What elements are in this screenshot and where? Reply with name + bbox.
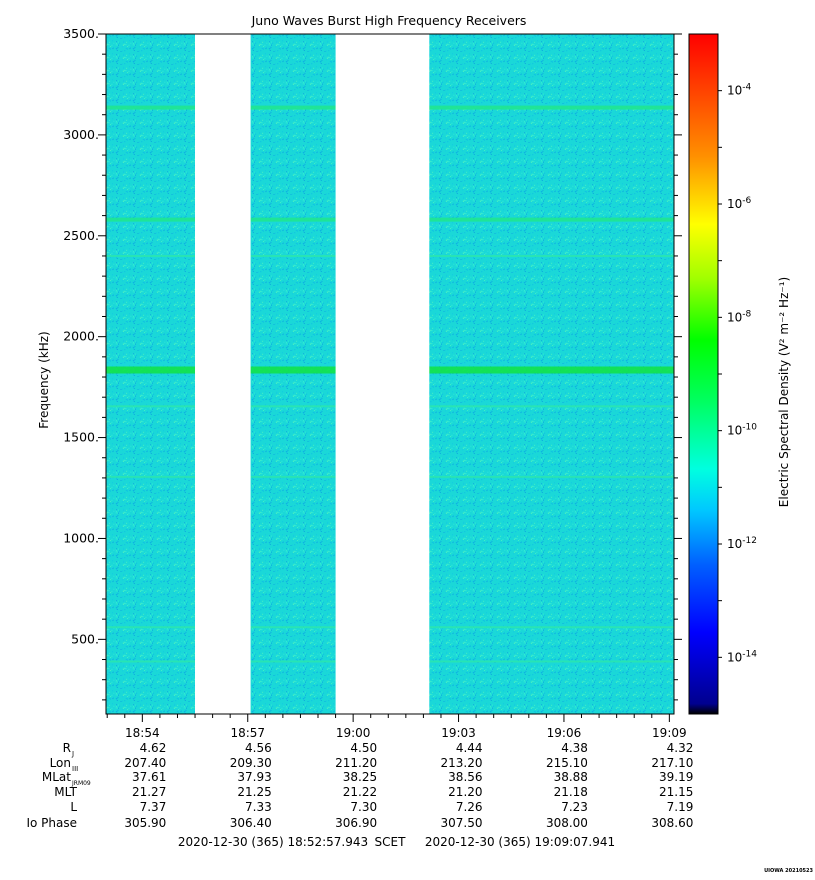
chart-title: Juno Waves Burst High Frequency Receiver… xyxy=(251,13,527,28)
ephemeris-value: 308.00 xyxy=(546,816,588,830)
x-tick-label: 19:03 xyxy=(441,726,476,740)
ephemeris-value: 4.62 xyxy=(140,741,167,755)
ephemeris-value: 211.20 xyxy=(335,756,377,770)
y-axis-label: Frequency (kHz) xyxy=(37,331,51,428)
ephemeris-row-label: Lon xyxy=(50,756,71,770)
colorbar-tick-label: 10-10 xyxy=(727,423,757,438)
colorbar-tick-label: 10-8 xyxy=(727,309,752,324)
x-tick-label: 18:54 xyxy=(125,726,160,740)
ephemeris-value: 215.10 xyxy=(546,756,588,770)
ephemeris-value: 217.10 xyxy=(651,756,693,770)
data-gaps xyxy=(195,34,430,714)
ephemeris-value: 38.88 xyxy=(554,770,588,784)
y-axis: 500. 1000. 1500. 2000. 2500. 3000. 3500. xyxy=(63,26,682,701)
ephemeris-row-label: R xyxy=(63,741,71,755)
ephemeris-value: 209.30 xyxy=(230,756,272,770)
x-tick-label: 19:00 xyxy=(336,726,371,740)
ephemeris-row-subscript: J xyxy=(71,750,74,758)
x-tick-label: 19:09 xyxy=(652,726,687,740)
x-tick-label: 19:06 xyxy=(547,726,582,740)
colorbar xyxy=(688,33,719,715)
y-tick-label: 1000. xyxy=(63,530,99,545)
ephemeris-value: 4.38 xyxy=(561,741,588,755)
plot-frame xyxy=(105,33,675,715)
y-tick-label: 3000. xyxy=(63,127,99,142)
ephemeris-value: 21.25 xyxy=(237,785,271,799)
ephemeris-value: 21.18 xyxy=(554,785,588,799)
ephemeris-value: 7.33 xyxy=(245,800,272,814)
ephemeris-value: 37.61 xyxy=(132,770,166,784)
ephemeris-value: 38.56 xyxy=(448,770,482,784)
y-tick-label: 500. xyxy=(71,631,99,646)
time-start: 2020-12-30 (365) 18:52:57.943 xyxy=(178,835,368,849)
ephemeris-table: R J 4.62 4.56 4.50 4.44 4.38 4.32 Lon III 207.40 20… xyxy=(26,741,693,830)
ephemeris-value: 308.60 xyxy=(651,816,693,830)
y-tick-label: 2000. xyxy=(63,329,99,344)
ephemeris-value: 305.90 xyxy=(124,816,166,830)
ephemeris-value: 21.27 xyxy=(132,785,166,799)
colorbar-tick-label: 10-4 xyxy=(727,83,752,98)
ephemeris-row-subscript: III xyxy=(72,765,78,773)
ephemeris-row-label: Io Phase xyxy=(26,816,77,830)
ephemeris-value: 37.93 xyxy=(237,770,271,784)
ephemeris-value: 21.20 xyxy=(448,785,482,799)
time-end: 2020-12-30 (365) 19:09:07.941 xyxy=(425,835,615,849)
time-scet: SCET xyxy=(375,835,407,849)
x-tick-label: 18:57 xyxy=(230,726,265,740)
ephemeris-value: 307.50 xyxy=(441,816,483,830)
ephemeris-value: 7.19 xyxy=(667,800,694,814)
ephemeris-row-label: MLat xyxy=(42,770,71,784)
ephemeris-value: 21.22 xyxy=(343,785,377,799)
ephemeris-value: 7.37 xyxy=(140,800,167,814)
colorbar-tick-label: 10-12 xyxy=(727,536,757,551)
colorbar-label: Electric Spectral Density (V² m⁻² Hz⁻¹) xyxy=(777,277,791,507)
ephemeris-value: 7.23 xyxy=(561,800,588,814)
ephemeris-value: 4.32 xyxy=(667,741,694,755)
y-tick-label: 1500. xyxy=(63,430,99,445)
ephemeris-value: 7.26 xyxy=(456,800,483,814)
ephemeris-value: 38.25 xyxy=(343,770,377,784)
ephemeris-value: 207.40 xyxy=(124,756,166,770)
ephemeris-value: 4.56 xyxy=(245,741,272,755)
ephemeris-value: 4.44 xyxy=(456,741,483,755)
ephemeris-row-subscript: JRM09 xyxy=(71,780,91,787)
data-gap xyxy=(195,34,251,714)
colorbar-tick-label: 10-6 xyxy=(727,196,752,211)
ephemeris-value: 4.50 xyxy=(350,741,377,755)
ephemeris-row-label: L xyxy=(70,800,77,814)
x-axis: 18:54 18:57 19:00 19:03 19:06 19:09 xyxy=(106,714,687,740)
ephemeris-value: 306.40 xyxy=(230,816,272,830)
plot-area xyxy=(106,34,674,714)
y-tick-label: 2500. xyxy=(63,228,99,243)
colorbar-ticks: 10-4 10-6 10-8 10-10 10-12 10-14 xyxy=(718,83,757,664)
ephemeris-value: 21.15 xyxy=(659,785,693,799)
ephemeris-value: 306.90 xyxy=(335,816,377,830)
ephemeris-value: 7.30 xyxy=(350,800,377,814)
colorbar-tick-label: 10-14 xyxy=(727,649,757,664)
credit-label: UIOWA 20210523 xyxy=(764,868,813,874)
y-tick-label: 3500. xyxy=(63,26,99,41)
data-gap xyxy=(335,34,430,714)
ephemeris-value: 39.19 xyxy=(659,770,693,784)
ephemeris-row-label: MLT xyxy=(54,785,77,799)
ephemeris-value: 213.20 xyxy=(441,756,483,770)
